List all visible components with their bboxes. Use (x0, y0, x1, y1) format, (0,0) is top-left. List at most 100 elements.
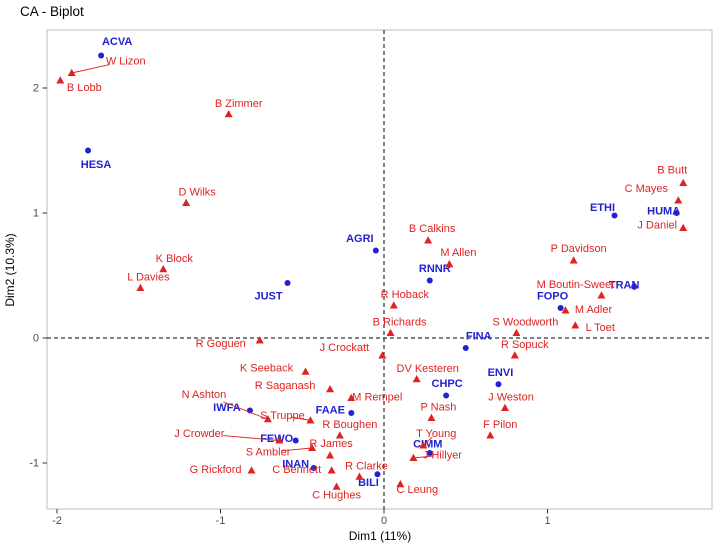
committee-point (611, 212, 618, 219)
mp-label: P Nash (420, 402, 456, 414)
mp-label: R Goguen (196, 338, 246, 350)
mp-point (255, 336, 264, 344)
mp-label: B Lobb (67, 82, 102, 94)
mp-point (263, 415, 272, 423)
plot-content: -2 -1 0 1 -1 0 1 2 ACVA HESA AGRI JUST RNNR FINA ETHI H… (29, 30, 712, 527)
mp-point (569, 256, 578, 264)
mp-point (56, 76, 65, 84)
y-tick-label: 2 (33, 83, 39, 95)
committee-label: INAN (282, 459, 309, 471)
committee-label: TRAN (609, 279, 640, 291)
x-axis-title: Dim1 (11%) (349, 529, 411, 543)
committee-point (426, 450, 433, 456)
mp-point (512, 328, 521, 336)
mp-label: J Daniel (637, 220, 677, 232)
y-tick-label: -1 (29, 458, 39, 470)
mp-label: DV Kesteren (397, 363, 459, 375)
mp-label: C Leung (397, 484, 439, 496)
committee-point (443, 392, 450, 399)
committee-point (462, 345, 469, 351)
x-tick-label: -2 (52, 515, 62, 527)
mp-label: M Boutin-Sweet (537, 279, 615, 291)
mp-label: B Zimmer (215, 98, 263, 110)
mp-point (301, 367, 310, 375)
mp-label: S Ambler (246, 447, 291, 459)
mp-label: R Boughen (322, 419, 377, 431)
mp-label: R Clarke (345, 460, 388, 472)
mp-point (419, 441, 428, 449)
mp-point (327, 466, 336, 474)
mp-label: L Toet (586, 322, 615, 334)
mp-label-segment (281, 447, 313, 452)
committee-label: HUMA (647, 206, 680, 218)
mp-label: K Block (156, 253, 194, 265)
mp-point (386, 328, 395, 336)
committee-label: IWFA (213, 402, 241, 414)
mp-label: T Young (416, 428, 456, 440)
mp-point (510, 351, 519, 359)
mp-point (182, 198, 191, 206)
mp-point (67, 68, 76, 76)
plot-panel (46, 29, 713, 510)
mp-label: L Davies (127, 272, 170, 284)
committee-point (426, 277, 433, 284)
committee-label: ETHI (590, 202, 615, 214)
committee-point (374, 471, 381, 478)
committee-label: RNNR (419, 263, 451, 275)
mp-label: W Lizon (106, 56, 146, 68)
mp-label: C Mayes (625, 183, 669, 195)
mp-point (224, 110, 233, 118)
mp-label: S Truppe (260, 410, 305, 422)
x-tick-label: 1 (544, 515, 550, 527)
mp-label: J Crowder (174, 428, 224, 440)
committee-label: FAAE (316, 405, 345, 417)
y-tick-label: 0 (33, 333, 39, 345)
mp-label: M Rempel (352, 392, 402, 404)
mp-point (561, 306, 570, 314)
mp-label: R Sopuck (501, 339, 549, 351)
mp-label: C Hughes (312, 489, 361, 501)
mp-label: S Woodworth (493, 317, 559, 329)
committee-point (292, 437, 299, 444)
mp-label: R Saganash (255, 380, 316, 392)
mp-label: R James (309, 438, 353, 450)
mp-point (424, 236, 433, 244)
mp-point (332, 482, 341, 490)
mp-point (679, 223, 688, 231)
y-axis-title: Dim2 (10.3%) (3, 233, 17, 306)
committee-point (557, 305, 564, 311)
mp-label: N Ashton (182, 389, 227, 401)
mp-point (136, 283, 145, 291)
committee-point (85, 147, 92, 154)
mp-point (389, 301, 398, 309)
mp-point (347, 393, 356, 401)
mp-point (326, 451, 335, 459)
committee-label: JUST (254, 291, 282, 303)
mp-point (355, 472, 364, 480)
mp-label: G Rickford (190, 464, 242, 476)
mp-label: M Adler (575, 304, 613, 316)
mp-point (486, 431, 495, 439)
mp-point (378, 351, 387, 359)
mp-point (275, 436, 284, 444)
committee-label: FINA (466, 331, 492, 343)
committee-label: AGRI (346, 233, 374, 245)
mp-label: K Seeback (240, 362, 294, 374)
mp-point (335, 431, 344, 439)
committee-point (348, 410, 355, 416)
committee-label: FEWO (260, 433, 293, 445)
mp-point (679, 178, 688, 186)
committee-label: ACVA (102, 36, 132, 48)
committee-point (673, 210, 680, 216)
mp-label: M Allen (440, 247, 476, 259)
committee-label: ENVI (488, 367, 514, 379)
x-tick-label: 0 (381, 515, 387, 527)
mp-point (571, 321, 580, 329)
committee-label: CHPC (432, 378, 463, 390)
mp-point (445, 260, 454, 268)
mp-label: J Hillyer (423, 450, 462, 462)
mp-label-segment (223, 435, 280, 441)
committee-point (98, 52, 105, 59)
mp-point (409, 453, 418, 461)
